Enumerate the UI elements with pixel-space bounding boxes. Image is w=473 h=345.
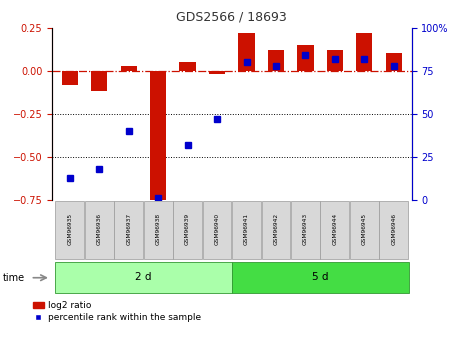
- Bar: [232, 262, 409, 293]
- Bar: [327, 50, 343, 71]
- Bar: [379, 201, 408, 259]
- Text: GSM96935: GSM96935: [67, 213, 72, 245]
- Text: GSM96938: GSM96938: [156, 213, 161, 245]
- Bar: [144, 201, 173, 259]
- Bar: [238, 33, 254, 71]
- Text: GDS2566 / 18693: GDS2566 / 18693: [176, 10, 287, 23]
- Bar: [91, 71, 107, 91]
- Bar: [385, 53, 402, 71]
- Text: time: time: [2, 273, 25, 283]
- Bar: [350, 201, 379, 259]
- Text: GSM96943: GSM96943: [303, 213, 308, 245]
- Text: 2 d: 2 d: [135, 272, 152, 282]
- Text: GSM96942: GSM96942: [273, 213, 279, 245]
- Bar: [121, 66, 137, 71]
- Bar: [114, 201, 143, 259]
- Text: GSM96940: GSM96940: [215, 213, 219, 245]
- Text: GSM96945: GSM96945: [362, 213, 367, 245]
- Bar: [55, 201, 84, 259]
- Text: GSM96946: GSM96946: [391, 213, 396, 245]
- Bar: [291, 201, 320, 259]
- Bar: [202, 201, 231, 259]
- Legend: log2 ratio, percentile rank within the sample: log2 ratio, percentile rank within the s…: [33, 301, 201, 322]
- Text: GSM96939: GSM96939: [185, 213, 190, 245]
- Bar: [298, 45, 314, 71]
- Bar: [85, 201, 114, 259]
- Bar: [268, 50, 284, 71]
- Text: GSM96936: GSM96936: [96, 213, 102, 245]
- Bar: [173, 201, 202, 259]
- Bar: [179, 62, 196, 71]
- Bar: [55, 262, 232, 293]
- Bar: [150, 71, 166, 204]
- Bar: [321, 201, 350, 259]
- Text: GSM96937: GSM96937: [126, 213, 131, 245]
- Bar: [61, 71, 78, 85]
- Bar: [262, 201, 290, 259]
- Bar: [232, 201, 261, 259]
- Text: GSM96941: GSM96941: [244, 213, 249, 245]
- Text: GSM96944: GSM96944: [333, 213, 337, 245]
- Text: 5 d: 5 d: [312, 272, 328, 282]
- Bar: [209, 71, 225, 74]
- Bar: [356, 33, 372, 71]
